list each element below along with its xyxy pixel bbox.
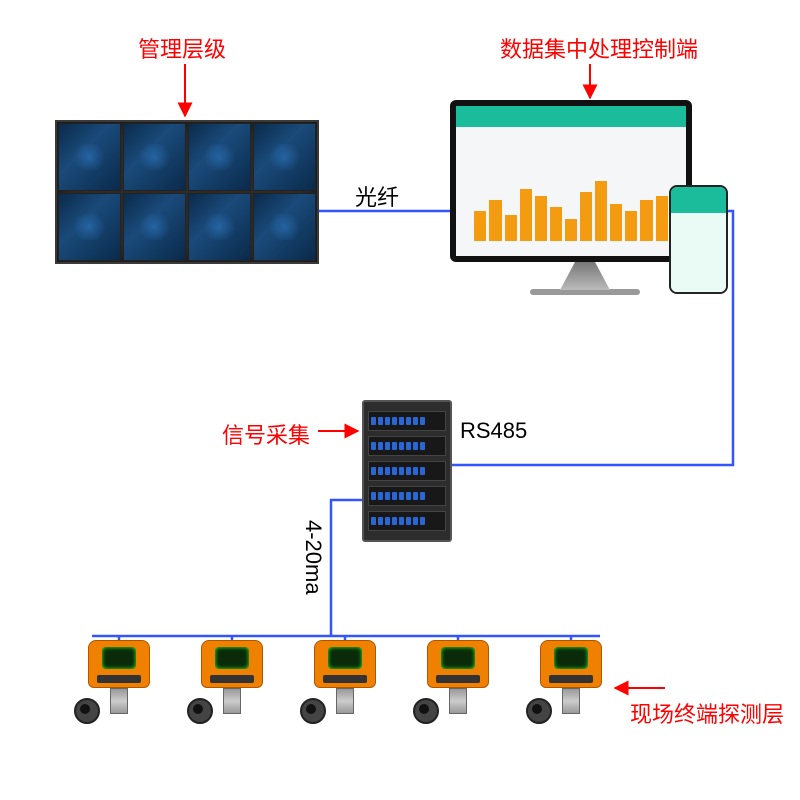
label-current-loop: 4-20ma bbox=[300, 520, 326, 595]
video-wall bbox=[55, 120, 319, 264]
label-management-level: 管理层级 bbox=[138, 32, 226, 64]
label-control-terminal: 数据集中处理控制端 bbox=[500, 32, 698, 64]
phone-icon bbox=[669, 185, 728, 294]
control-terminal bbox=[450, 100, 720, 300]
gas-detector bbox=[419, 640, 497, 728]
detector-row bbox=[80, 640, 610, 740]
monitor-bar-chart bbox=[474, 166, 667, 241]
monitor-icon bbox=[450, 100, 692, 262]
label-field-terminal: 现场终端探测层 bbox=[630, 697, 784, 729]
label-rs485: RS485 bbox=[460, 418, 527, 444]
server-rack bbox=[362, 400, 452, 542]
label-fiber: 光纤 bbox=[355, 180, 399, 212]
label-signal-acquisition: 信号采集 bbox=[222, 418, 310, 450]
gas-detector bbox=[306, 640, 384, 728]
line-current-loop bbox=[331, 500, 362, 636]
gas-detector bbox=[80, 640, 158, 728]
gas-detector bbox=[193, 640, 271, 728]
gas-detector bbox=[532, 640, 610, 728]
